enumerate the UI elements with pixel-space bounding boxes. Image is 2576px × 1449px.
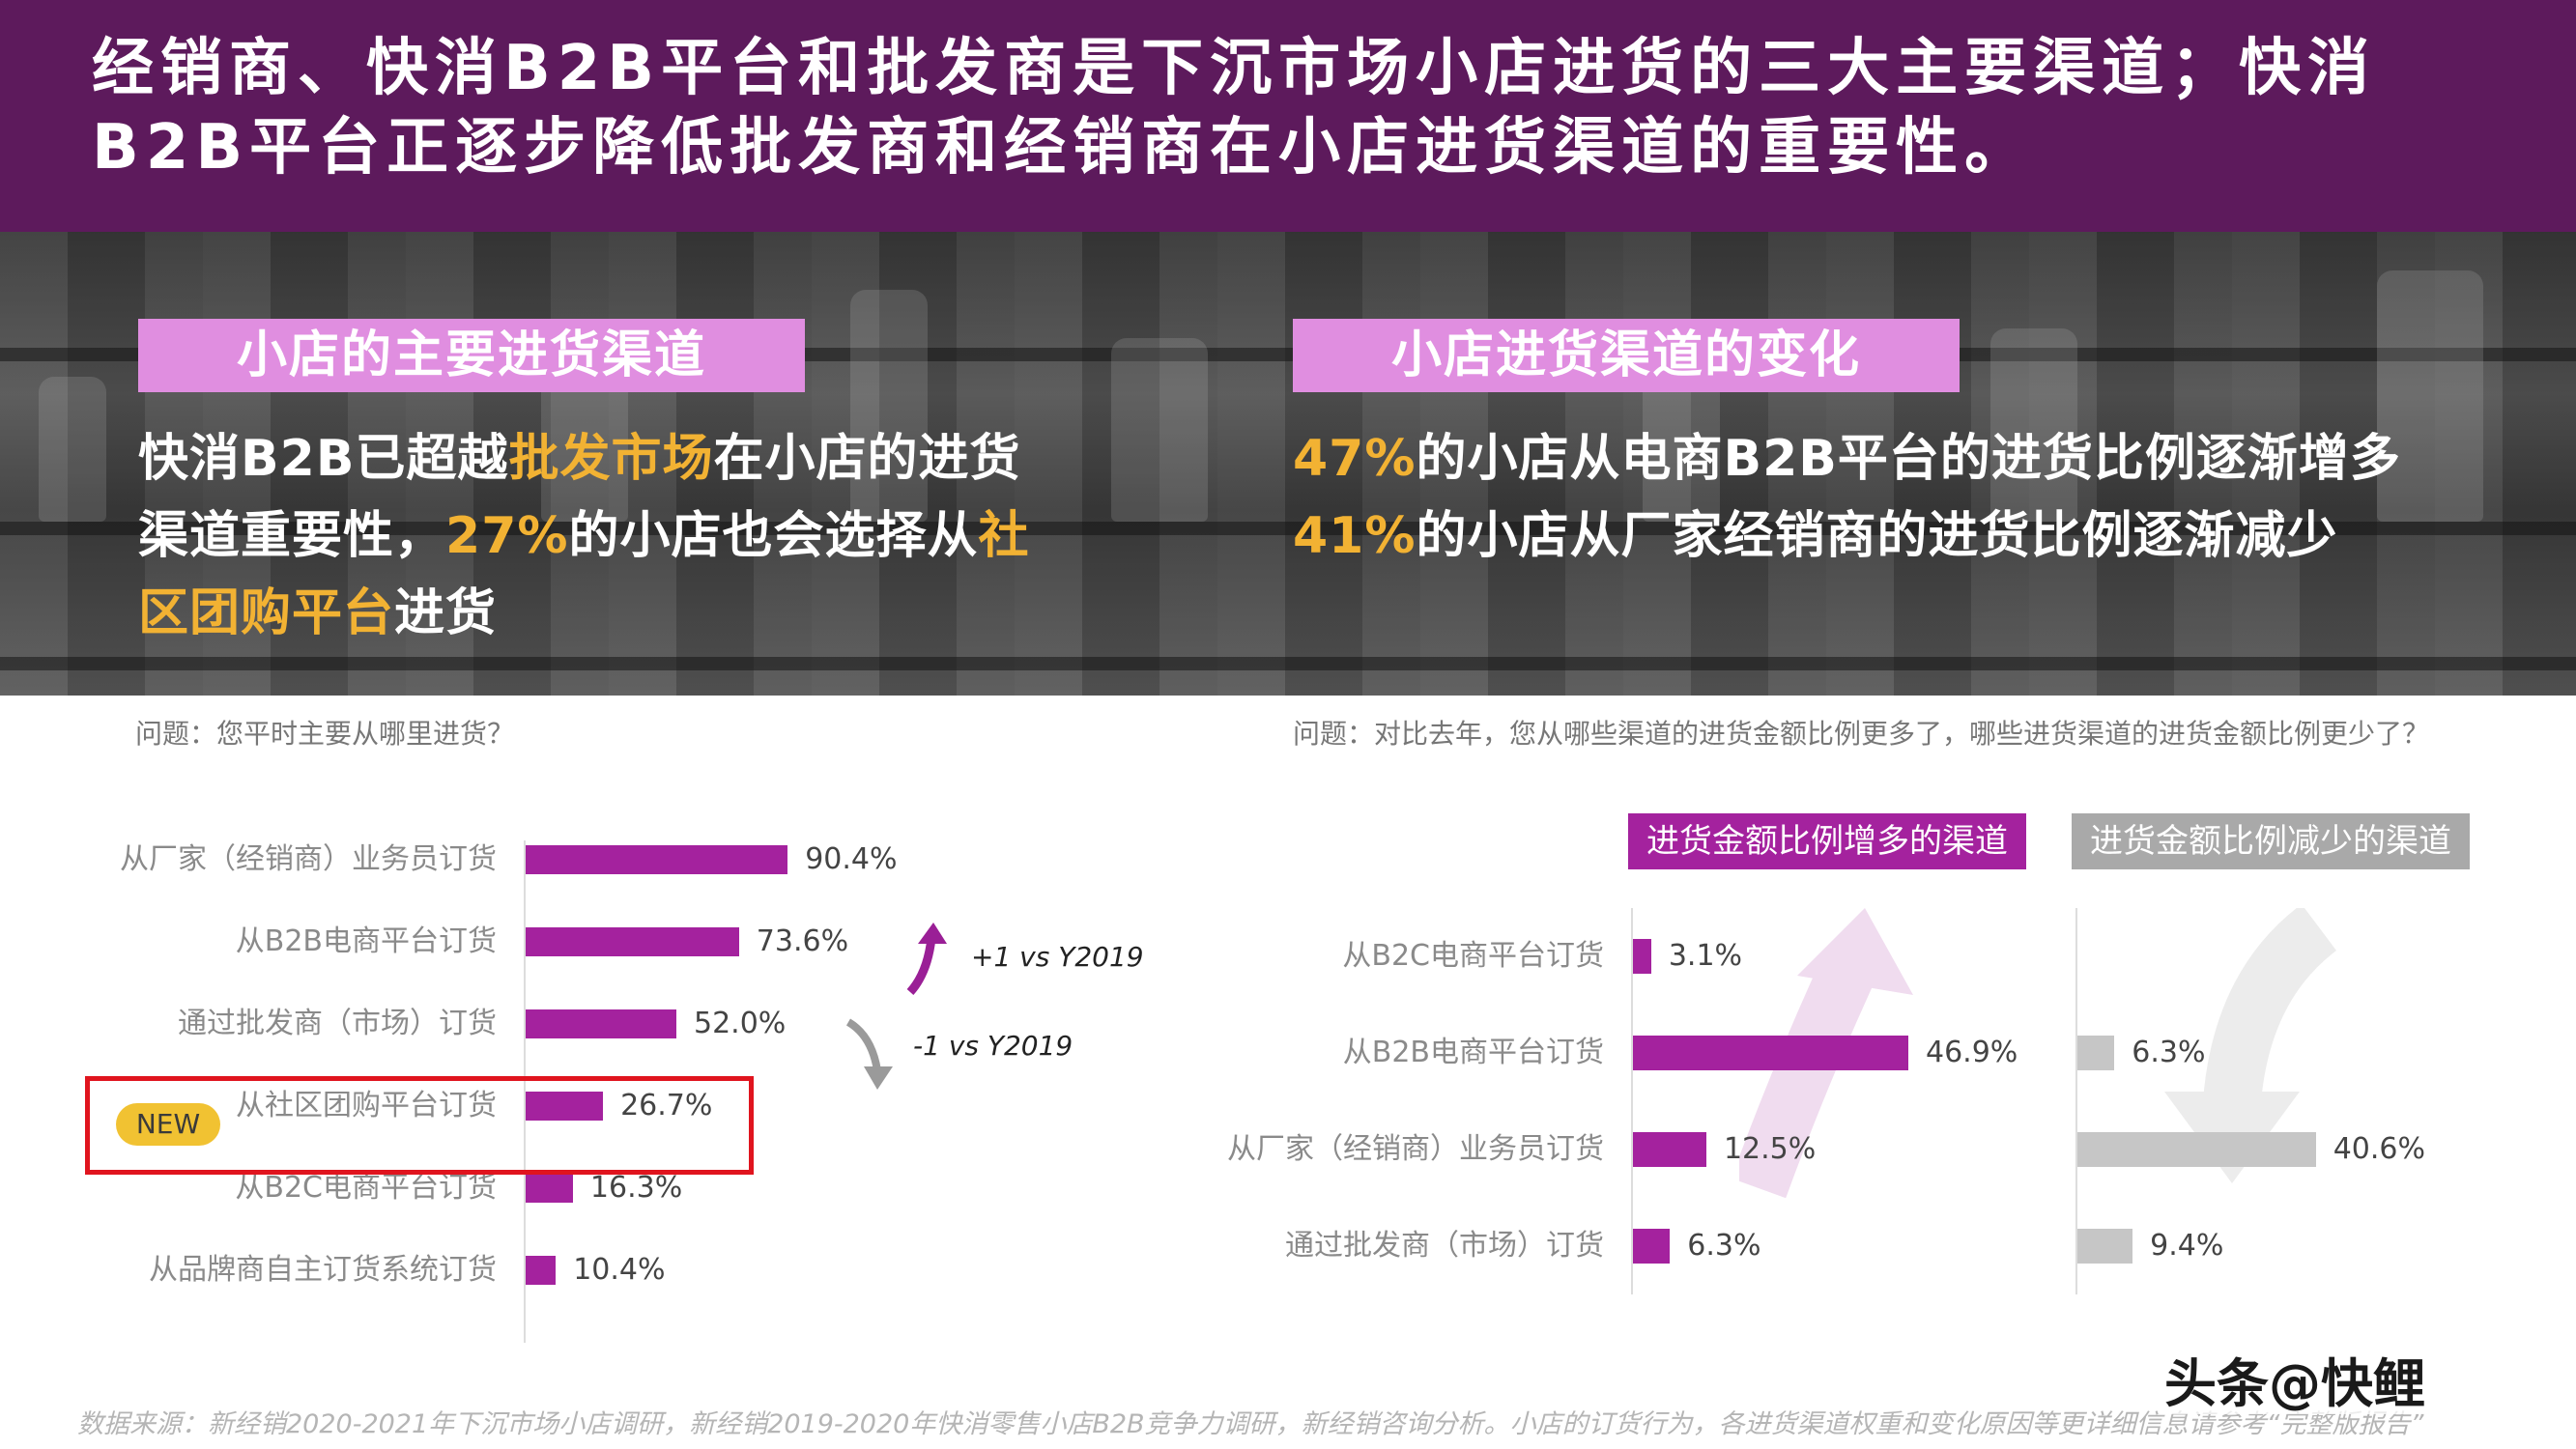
summary-part: 进货 (394, 584, 498, 642)
increase-bar-3 (1633, 1132, 1706, 1167)
bottle-shape (1111, 338, 1208, 522)
bar-3 (526, 1009, 676, 1038)
shelf-line (0, 522, 2576, 535)
bottle-shape (1990, 328, 2077, 522)
category-label: 从B2B电商平台订货 (1342, 1036, 1604, 1069)
category-label: 从B2C电商平台订货 (1342, 939, 1604, 973)
left-section-heading: 小店的主要进货渠道 (138, 319, 805, 392)
value-label: 73.6% (756, 924, 849, 958)
trend-up-arrow-icon (906, 923, 947, 996)
category-label: 通过批发商（市场）订货 (178, 1007, 497, 1040)
shelf-photo-banner: 小店的主要进货渠道 小店进货渠道的变化 快消B2B已超越批发市场在小店的进货渠道… (0, 232, 2576, 696)
left-chart-axis (524, 840, 526, 1343)
summary-part: 的小店也会选择从 (568, 507, 979, 565)
category-label: 从社区团购平台订货 (236, 1089, 497, 1122)
legend-increase: 进货金额比例增多的渠道 (1628, 813, 2026, 869)
increase-value-label: 6.3% (1687, 1229, 1761, 1263)
right-summary-line-2: 41%的小店从厂家经销商的进货比例逐渐减少 (1293, 497, 2549, 575)
summary-highlight: 47% (1293, 430, 1417, 488)
category-label: 从B2B电商平台订货 (235, 924, 497, 958)
trend-down-note: -1 vs Y2019 (913, 1030, 1073, 1062)
category-label: 通过批发商（市场）订货 (1285, 1229, 1604, 1263)
bar-1 (526, 845, 788, 874)
increase-value-label: 46.9% (1926, 1036, 2018, 1069)
category-label: 从B2C电商平台订货 (235, 1171, 497, 1205)
summary-highlight: 批发市场 (508, 430, 714, 488)
right-section-heading: 小店进货渠道的变化 (1293, 319, 1960, 392)
increase-value-label: 3.1% (1668, 939, 1743, 973)
left-summary-text: 快消B2B已超越批发市场在小店的进货渠道重要性，27%的小店也会选择从社区团购平… (138, 420, 1056, 652)
right-chart-axis-increase (1631, 908, 1633, 1294)
bottle-shape (850, 290, 928, 522)
trend-up-note: +1 vs Y2019 (971, 941, 1144, 973)
category-label: 从厂家（经销商）业务员订货 (120, 842, 497, 876)
decrease-bar-4 (2077, 1229, 2133, 1264)
summary-part: 的小店从电商B2B平台的进货比例逐渐增多 (1416, 430, 2401, 488)
summary-highlight: 41% (1293, 507, 1417, 565)
bottle-shape (2377, 270, 2483, 522)
watermark: 头条@快鲤 (2164, 1341, 2570, 1414)
right-chart-axis-decrease (2075, 908, 2077, 1294)
new-highlight-frame (85, 1076, 754, 1175)
faint-up-arrow-icon (1739, 908, 1913, 1198)
bar-6 (526, 1256, 557, 1285)
header-bar: 经销商、快消B2B平台和批发商是下沉市场小店进货的三大主要渠道；快消B2B平台正… (0, 0, 2576, 232)
decrease-bar-2 (2077, 1036, 2115, 1070)
shelf-line (0, 657, 2576, 670)
left-question: 问题：您平时主要从哪里进货？ (135, 718, 515, 750)
summary-highlight: 社区团购平台 (138, 507, 1030, 642)
bar-5 (526, 1174, 573, 1203)
value-label: 52.0% (694, 1007, 787, 1040)
increase-bar-2 (1633, 1036, 1908, 1070)
increase-bar-4 (1633, 1229, 1671, 1264)
summary-part: 快消B2B已超越 (138, 430, 509, 488)
decrease-bar-3 (2077, 1132, 2316, 1167)
bottle-shape (39, 377, 106, 522)
right-question: 问题：对比去年，您从哪些渠道的进货金额比例更多了，哪些进货渠道的进货金额比例更少… (1293, 718, 2430, 750)
page-title: 经销商、快消B2B平台和批发商是下沉市场小店进货的三大主要渠道；快消B2B平台正… (92, 33, 2377, 184)
decrease-value-label: 6.3% (2132, 1036, 2206, 1069)
decrease-value-label: 9.4% (2150, 1229, 2224, 1263)
right-summary-line-1: 47%的小店从电商B2B平台的进货比例逐渐增多 (1293, 420, 2549, 497)
decrease-value-label: 40.6% (2333, 1132, 2426, 1166)
bar-2 (526, 927, 739, 956)
value-label: 90.4% (805, 842, 898, 876)
legend-decrease: 进货金额比例减少的渠道 (2072, 813, 2470, 869)
bottle-shape (541, 367, 628, 522)
increase-bar-1 (1633, 939, 1651, 974)
category-label: 从品牌商自主订货系统订货 (149, 1253, 497, 1287)
category-label: 从厂家（经销商）业务员订货 (1227, 1132, 1604, 1166)
increase-value-label: 12.5% (1723, 1132, 1817, 1166)
value-label: 10.4% (573, 1253, 666, 1287)
new-badge: NEW (116, 1103, 220, 1146)
bar-4 (526, 1092, 604, 1121)
data-source-footer: 数据来源：新经销2020-2021年下沉市场小店调研，新经销2019-2020年… (77, 1409, 2424, 1439)
summary-part: 的小店从厂家经销商的进货比例逐渐减少 (1416, 507, 2338, 565)
trend-down-arrow-icon (845, 1018, 893, 1090)
summary-part: 在小店的进货渠道重要性， (138, 430, 1021, 565)
value-label: 16.3% (589, 1171, 683, 1205)
summary-highlight: 27% (445, 507, 569, 565)
value-label: 26.7% (620, 1089, 713, 1122)
